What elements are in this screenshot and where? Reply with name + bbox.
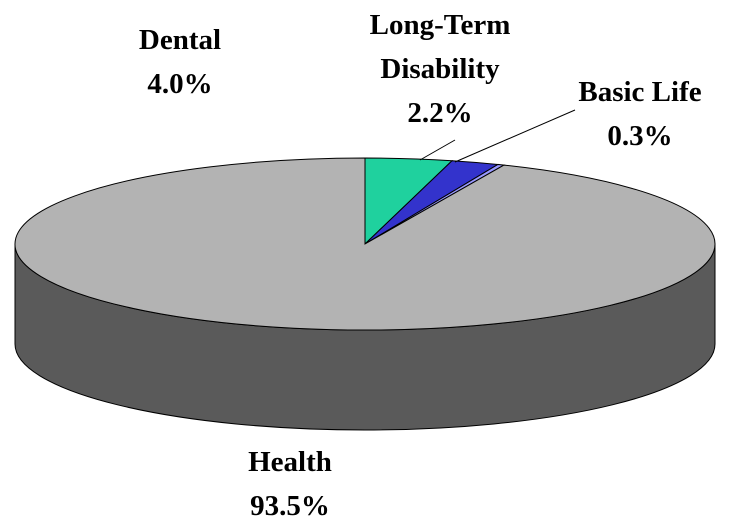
category-label: Health [248, 446, 332, 478]
leader-line [419, 139, 456, 161]
value-label: 2.2% [407, 97, 473, 129]
pie-slice [14, 157, 716, 331]
leader-line [454, 109, 576, 163]
category-label: Basic Life [578, 76, 702, 108]
category-label: Long-Term Disability [369, 9, 511, 85]
category-label: Dental [138, 24, 222, 56]
value-label: 0.3% [607, 120, 673, 152]
value-label: 4.0% [147, 68, 213, 100]
value-label: 93.5% [250, 490, 330, 522]
